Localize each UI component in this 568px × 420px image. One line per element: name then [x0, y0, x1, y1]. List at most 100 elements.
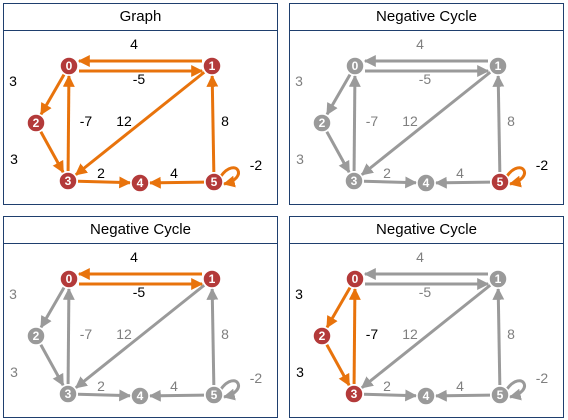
edge-weight-label: 4 [130, 36, 138, 52]
edge-weight-label: 3 [296, 151, 304, 167]
edge-3-to-0 [62, 287, 75, 385]
svg-text:5: 5 [497, 388, 504, 402]
edge-5-to-4 [434, 176, 491, 189]
edge-weight-label: -7 [366, 113, 379, 129]
edge-5-to-1 [492, 74, 505, 173]
edge-weight-label: 12 [402, 113, 418, 129]
edge-0-to-2 [325, 286, 352, 329]
edge-weight-label: 2 [97, 165, 105, 181]
edge-weight-label: 4 [170, 378, 178, 394]
node-5: 5 [490, 385, 510, 405]
edge-3-to-0 [62, 74, 75, 172]
edge-3-to-0 [348, 287, 361, 385]
svg-text:3: 3 [65, 174, 72, 188]
node-2: 2 [312, 113, 332, 133]
edge-weight-label: -2 [536, 370, 549, 386]
edge-weight-label: -2 [536, 157, 549, 173]
node-3: 3 [344, 171, 364, 191]
edge-weight-label: 3 [295, 73, 303, 89]
svg-text:3: 3 [65, 387, 72, 401]
node-3: 3 [58, 384, 78, 404]
edge-weight-label: -5 [133, 71, 146, 87]
node-1: 1 [488, 56, 508, 76]
edge-weight-label: 3 [296, 364, 304, 380]
svg-text:1: 1 [495, 59, 502, 73]
svg-text:4: 4 [137, 389, 144, 403]
node-4: 4 [130, 386, 150, 406]
node-2: 2 [312, 326, 332, 346]
edge-0-to-2 [39, 73, 66, 116]
edge-weight-label: 4 [170, 165, 178, 181]
edge-1-to-3 [360, 284, 492, 389]
node-1: 1 [202, 269, 222, 289]
node-0: 0 [59, 56, 79, 76]
panel-graph: Graph 4 -5 3 -7 3 12 2 4 8 -2 0 1 2 3 4 5 [3, 3, 278, 205]
edge-weight-label: 3 [10, 364, 18, 380]
edge-weight-label: 2 [383, 378, 391, 394]
edge-weight-label: 4 [130, 249, 138, 265]
edge-weight-label: 12 [116, 113, 132, 129]
edge-weight-label: -2 [250, 370, 263, 386]
svg-text:4: 4 [423, 389, 430, 403]
edge-5-to-1 [206, 74, 219, 173]
edge-0-to-2 [325, 73, 352, 116]
edge-5-to-5 [219, 379, 240, 401]
edge-2-to-3 [39, 344, 65, 387]
svg-text:3: 3 [351, 174, 358, 188]
edge-0-to-2 [39, 286, 66, 329]
edge-weight-label: 3 [9, 73, 17, 89]
svg-text:0: 0 [66, 59, 73, 73]
panel-negative-cycle-3: Negative Cycle 4 -5 3 -7 3 12 2 4 8 -2 0 1 2 3 4 5 [289, 216, 564, 418]
edge-3-to-4 [77, 176, 132, 189]
node-3: 3 [344, 384, 364, 404]
svg-text:0: 0 [352, 272, 359, 286]
edge-3-to-4 [77, 389, 132, 402]
svg-text:2: 2 [33, 329, 40, 343]
svg-text:4: 4 [423, 176, 430, 190]
edge-weight-label: -7 [80, 326, 93, 342]
edge-1-to-3 [360, 71, 492, 176]
edge-5-to-4 [148, 389, 205, 402]
edge-5-to-1 [206, 287, 219, 386]
panel-negative-cycle-1: Negative Cycle 4 -5 3 -7 3 12 2 4 8 -2 0 1 2 3 4 5 [289, 3, 564, 205]
edge-weight-label: -7 [80, 113, 93, 129]
svg-text:5: 5 [211, 388, 218, 402]
node-0: 0 [59, 269, 79, 289]
node-4: 4 [130, 173, 150, 193]
edge-weight-label: 4 [416, 36, 424, 52]
edge-weight-label: 8 [507, 326, 515, 342]
panel-title: Graph [4, 4, 277, 31]
node-5: 5 [490, 172, 510, 192]
edge-weight-label: 8 [221, 326, 229, 342]
svg-text:2: 2 [33, 116, 40, 130]
edge-weight-label: -7 [366, 326, 379, 342]
panel-title: Negative Cycle [290, 217, 563, 244]
node-5: 5 [204, 172, 224, 192]
node-5: 5 [204, 385, 224, 405]
node-3: 3 [58, 171, 78, 191]
edge-3-to-4 [363, 176, 418, 189]
edge-weight-label: 4 [456, 378, 464, 394]
edge-5-to-5 [219, 166, 240, 188]
edge-3-to-4 [363, 389, 418, 402]
edge-5-to-4 [434, 389, 491, 402]
node-2: 2 [26, 113, 46, 133]
edge-5-to-5 [505, 379, 526, 401]
edge-weight-label: 8 [507, 113, 515, 129]
edge-weight-label: 12 [402, 326, 418, 342]
edge-weight-label: -5 [133, 284, 146, 300]
edge-5-to-4 [148, 176, 205, 189]
panel-negative-cycle-2: Negative Cycle 4 -5 3 -7 3 12 2 4 8 -2 0 1 2 3 4 5 [3, 216, 278, 418]
edge-1-to-3 [74, 284, 206, 389]
edge-weight-label: 3 [10, 151, 18, 167]
edge-weight-label: 12 [116, 326, 132, 342]
edge-weight-label: 4 [456, 165, 464, 181]
svg-text:2: 2 [319, 329, 326, 343]
svg-text:2: 2 [319, 116, 326, 130]
edge-weight-label: 2 [383, 165, 391, 181]
svg-text:1: 1 [495, 272, 502, 286]
node-0: 0 [345, 56, 365, 76]
edge-weight-label: 8 [221, 113, 229, 129]
